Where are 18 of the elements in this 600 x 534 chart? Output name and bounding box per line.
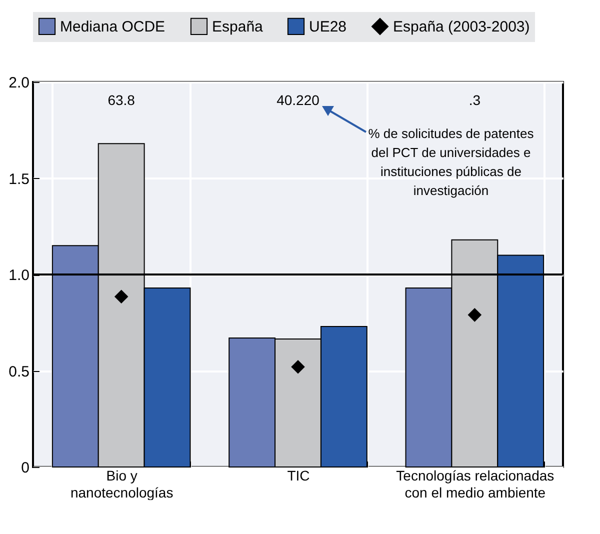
annotation: .3 [468, 92, 481, 108]
y-tick-label: 0.5 [8, 363, 30, 380]
legend-label: UE28 [309, 18, 347, 36]
point [291, 360, 305, 374]
legend-label: Mediana OCDE [60, 18, 166, 36]
legend-label: España [212, 18, 264, 36]
y-tick-label: 1.5 [8, 170, 30, 188]
x-tick-label: TIC [287, 468, 310, 484]
y-tick-label: 0 [21, 460, 30, 476]
annotation: % de solicitudes de patentes del PCT de universidades e instituciones públicas de investigación [368, 126, 534, 198]
x-tick-label: Tecnologías relacionadas con el medio ambiente [396, 468, 554, 500]
annotation: 40.220 [276, 92, 320, 108]
point [468, 308, 482, 322]
legend-label: España (2003-2003) [393, 18, 530, 36]
point [114, 290, 128, 304]
y-tick-label: 1.0 [8, 267, 30, 284]
annotation: 63.8 [108, 92, 136, 108]
y-tick-label: 2.0 [8, 74, 30, 92]
